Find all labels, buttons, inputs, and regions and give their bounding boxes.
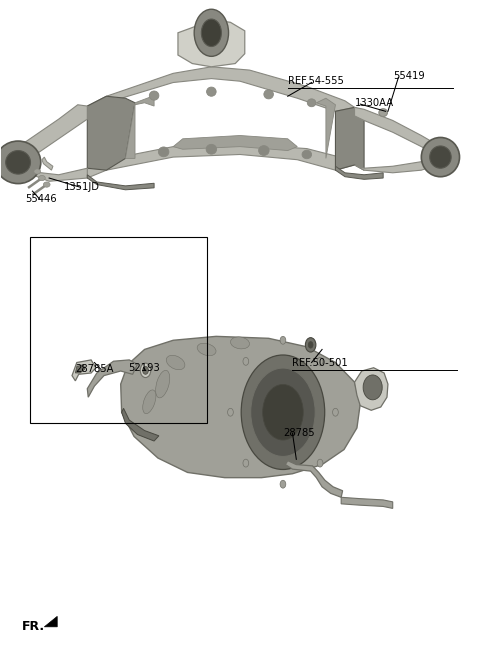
Ellipse shape <box>243 459 249 467</box>
Polygon shape <box>355 157 441 173</box>
Ellipse shape <box>43 182 50 187</box>
Polygon shape <box>355 107 441 157</box>
Polygon shape <box>336 166 383 179</box>
Polygon shape <box>173 135 297 150</box>
Polygon shape <box>87 144 355 178</box>
Polygon shape <box>72 360 96 381</box>
Ellipse shape <box>166 355 185 370</box>
Ellipse shape <box>317 459 323 467</box>
Ellipse shape <box>201 19 221 47</box>
Ellipse shape <box>241 355 324 470</box>
Polygon shape <box>87 67 355 111</box>
Ellipse shape <box>259 146 269 156</box>
Ellipse shape <box>264 90 274 99</box>
Ellipse shape <box>206 87 216 97</box>
Text: 28785A: 28785A <box>75 364 114 374</box>
Polygon shape <box>285 461 343 497</box>
Polygon shape <box>87 97 135 170</box>
Polygon shape <box>11 104 87 165</box>
Ellipse shape <box>317 357 323 365</box>
Polygon shape <box>44 616 57 627</box>
Ellipse shape <box>280 480 286 488</box>
Ellipse shape <box>194 9 228 57</box>
Ellipse shape <box>6 150 31 174</box>
Text: 55446: 55446 <box>25 194 57 204</box>
Ellipse shape <box>197 343 216 355</box>
Ellipse shape <box>280 336 286 344</box>
Text: 1330AA: 1330AA <box>355 98 394 108</box>
Polygon shape <box>87 360 137 397</box>
Polygon shape <box>121 408 159 441</box>
Ellipse shape <box>430 146 451 168</box>
Ellipse shape <box>421 137 459 177</box>
Ellipse shape <box>140 363 151 378</box>
Text: 52193: 52193 <box>128 363 160 373</box>
Polygon shape <box>341 497 393 509</box>
Polygon shape <box>316 98 336 158</box>
Text: 55419: 55419 <box>393 71 424 81</box>
Ellipse shape <box>156 371 170 398</box>
Polygon shape <box>178 20 245 67</box>
Ellipse shape <box>0 141 41 183</box>
Ellipse shape <box>333 408 338 416</box>
Ellipse shape <box>143 367 148 374</box>
Ellipse shape <box>379 108 387 116</box>
Text: FR.: FR. <box>22 620 45 633</box>
Ellipse shape <box>307 99 316 106</box>
Ellipse shape <box>305 338 316 352</box>
Bar <box>30 237 206 423</box>
Ellipse shape <box>38 175 45 181</box>
Ellipse shape <box>228 408 233 416</box>
Text: 28785: 28785 <box>283 428 314 438</box>
Ellipse shape <box>34 169 40 174</box>
Polygon shape <box>355 368 388 410</box>
Polygon shape <box>125 96 154 158</box>
Polygon shape <box>75 365 85 373</box>
Text: REF.50-501: REF.50-501 <box>292 357 348 367</box>
Ellipse shape <box>302 150 312 159</box>
Ellipse shape <box>363 375 382 400</box>
Ellipse shape <box>158 147 169 157</box>
Ellipse shape <box>143 390 156 414</box>
Ellipse shape <box>263 384 303 440</box>
Ellipse shape <box>243 357 249 365</box>
Polygon shape <box>42 157 53 170</box>
Ellipse shape <box>149 91 159 100</box>
Ellipse shape <box>230 337 250 349</box>
Ellipse shape <box>251 368 315 457</box>
Polygon shape <box>120 336 360 478</box>
Ellipse shape <box>206 145 216 154</box>
Polygon shape <box>336 107 364 170</box>
Polygon shape <box>87 175 154 190</box>
Text: 1351JD: 1351JD <box>63 182 99 193</box>
Ellipse shape <box>308 342 313 348</box>
Text: REF.54-555: REF.54-555 <box>288 76 344 86</box>
Polygon shape <box>11 160 87 181</box>
